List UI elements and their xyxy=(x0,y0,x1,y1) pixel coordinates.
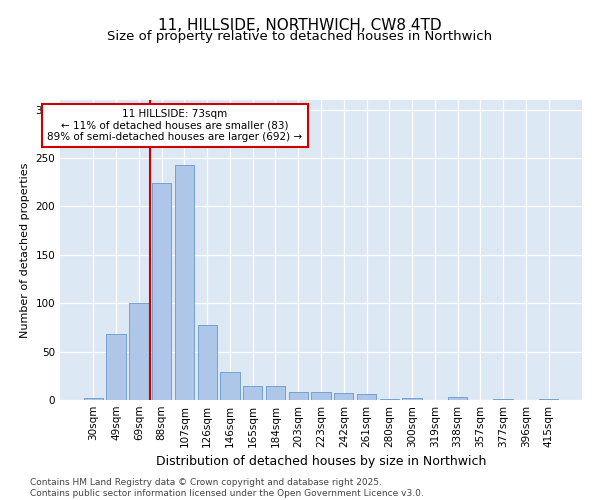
Bar xyxy=(311,392,331,400)
Bar xyxy=(175,165,194,400)
Bar xyxy=(448,397,467,400)
Bar xyxy=(539,399,558,400)
Bar xyxy=(84,398,103,400)
Bar xyxy=(380,399,399,400)
Bar xyxy=(357,394,376,400)
Text: Contains HM Land Registry data © Crown copyright and database right 2025.
Contai: Contains HM Land Registry data © Crown c… xyxy=(30,478,424,498)
Bar xyxy=(289,392,308,400)
Bar xyxy=(334,393,353,400)
Bar xyxy=(243,386,262,400)
Bar xyxy=(220,372,239,400)
Bar xyxy=(266,386,285,400)
Text: Size of property relative to detached houses in Northwich: Size of property relative to detached ho… xyxy=(107,30,493,43)
Bar xyxy=(493,399,513,400)
Bar xyxy=(152,183,172,400)
Bar xyxy=(197,326,217,400)
X-axis label: Distribution of detached houses by size in Northwich: Distribution of detached houses by size … xyxy=(156,456,486,468)
Bar xyxy=(106,334,126,400)
Y-axis label: Number of detached properties: Number of detached properties xyxy=(20,162,30,338)
Text: 11 HILLSIDE: 73sqm
← 11% of detached houses are smaller (83)
89% of semi-detache: 11 HILLSIDE: 73sqm ← 11% of detached hou… xyxy=(47,109,302,142)
Bar xyxy=(403,398,422,400)
Text: 11, HILLSIDE, NORTHWICH, CW8 4TD: 11, HILLSIDE, NORTHWICH, CW8 4TD xyxy=(158,18,442,32)
Bar xyxy=(129,303,149,400)
